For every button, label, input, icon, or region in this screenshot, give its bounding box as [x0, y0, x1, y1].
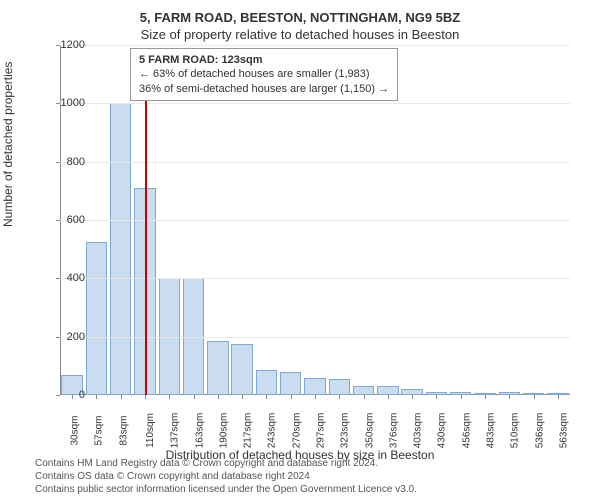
footer-line2: Contains OS data © Crown copyright and d… — [35, 470, 417, 483]
x-tick-mark — [485, 395, 486, 399]
chart-title-address: 5, FARM ROAD, BEESTON, NOTTINGHAM, NG9 5… — [0, 0, 600, 25]
histogram-bar — [231, 344, 252, 395]
x-tick-mark — [266, 395, 267, 399]
x-tick-label: 190sqm — [218, 413, 229, 449]
x-tick-mark — [364, 395, 365, 399]
histogram-bar — [353, 386, 374, 395]
gridline — [60, 103, 570, 104]
y-tick-label: 0 — [45, 389, 85, 401]
y-tick-label: 800 — [45, 156, 85, 168]
x-tick-mark — [339, 395, 340, 399]
x-tick-mark — [412, 395, 413, 399]
x-tick-mark — [145, 395, 146, 399]
annotation-property-size: 5 FARM ROAD: 123sqm — [139, 53, 389, 67]
x-tick-mark — [436, 395, 437, 399]
property-marker-line — [145, 95, 147, 395]
histogram-bar — [110, 103, 131, 395]
x-tick-label: 376sqm — [388, 413, 399, 449]
annotation-smaller-pct: ← 63% of detached houses are smaller (1,… — [139, 67, 389, 81]
footer-line3: Contains public sector information licen… — [35, 483, 417, 496]
y-tick-label: 1200 — [45, 39, 85, 51]
histogram-bar — [304, 378, 325, 396]
x-tick-mark — [388, 395, 389, 399]
x-tick-mark — [242, 395, 243, 399]
x-tick-mark — [291, 395, 292, 399]
y-tick-label: 400 — [45, 272, 85, 284]
x-tick-mark — [96, 395, 97, 399]
histogram-bar — [207, 341, 228, 395]
histogram-bar — [280, 372, 301, 395]
x-tick-label: 137sqm — [170, 413, 181, 449]
x-tick-mark — [534, 395, 535, 399]
x-tick-label: 430sqm — [437, 413, 448, 449]
gridline — [60, 337, 570, 338]
histogram-bar — [329, 379, 350, 395]
annotation-box: 5 FARM ROAD: 123sqm ← 63% of detached ho… — [130, 48, 398, 101]
x-tick-label: 456sqm — [461, 413, 472, 449]
annotation-larger-pct: 36% of semi-detached houses are larger (… — [139, 82, 389, 96]
x-tick-label: 270sqm — [291, 413, 302, 449]
x-tick-label: 243sqm — [267, 413, 278, 449]
x-tick-label: 57sqm — [94, 415, 105, 445]
gridline — [60, 162, 570, 163]
histogram-bar — [256, 370, 277, 395]
y-tick-label: 600 — [45, 214, 85, 226]
footer-line1: Contains HM Land Registry data © Crown c… — [35, 457, 417, 470]
x-tick-mark — [509, 395, 510, 399]
footer: Contains HM Land Registry data © Crown c… — [35, 457, 417, 496]
x-tick-mark — [194, 395, 195, 399]
chart-subtitle: Size of property relative to detached ho… — [0, 25, 600, 42]
x-tick-label: 403sqm — [412, 413, 423, 449]
histogram-bar — [86, 242, 107, 395]
x-tick-mark — [315, 395, 316, 399]
y-tick-label: 1000 — [45, 97, 85, 109]
y-tick-label: 200 — [45, 331, 85, 343]
x-tick-mark — [121, 395, 122, 399]
x-tick-label: 323sqm — [340, 413, 351, 449]
x-tick-label: 163sqm — [194, 413, 205, 449]
x-tick-label: 297sqm — [315, 413, 326, 449]
gridline — [60, 220, 570, 221]
gridline — [60, 45, 570, 46]
x-tick-label: 217sqm — [242, 413, 253, 449]
x-tick-label: 350sqm — [364, 413, 375, 449]
x-tick-label: 563sqm — [558, 413, 569, 449]
x-tick-mark — [461, 395, 462, 399]
x-tick-mark — [558, 395, 559, 399]
x-tick-label: 536sqm — [534, 413, 545, 449]
x-tick-label: 510sqm — [510, 413, 521, 449]
x-tick-mark — [169, 395, 170, 399]
x-tick-label: 483sqm — [485, 413, 496, 449]
x-tick-label: 110sqm — [145, 413, 156, 448]
plot-area: 5 FARM ROAD: 123sqm ← 63% of detached ho… — [60, 45, 570, 395]
x-tick-label: 83sqm — [118, 415, 129, 445]
x-tick-mark — [218, 395, 219, 399]
y-axis-label: Number of detached properties — [1, 62, 15, 227]
gridline — [60, 278, 570, 279]
histogram-bar — [377, 386, 398, 395]
chart-container: 5, FARM ROAD, BEESTON, NOTTINGHAM, NG9 5… — [0, 0, 600, 500]
x-tick-label: 30sqm — [70, 415, 81, 445]
